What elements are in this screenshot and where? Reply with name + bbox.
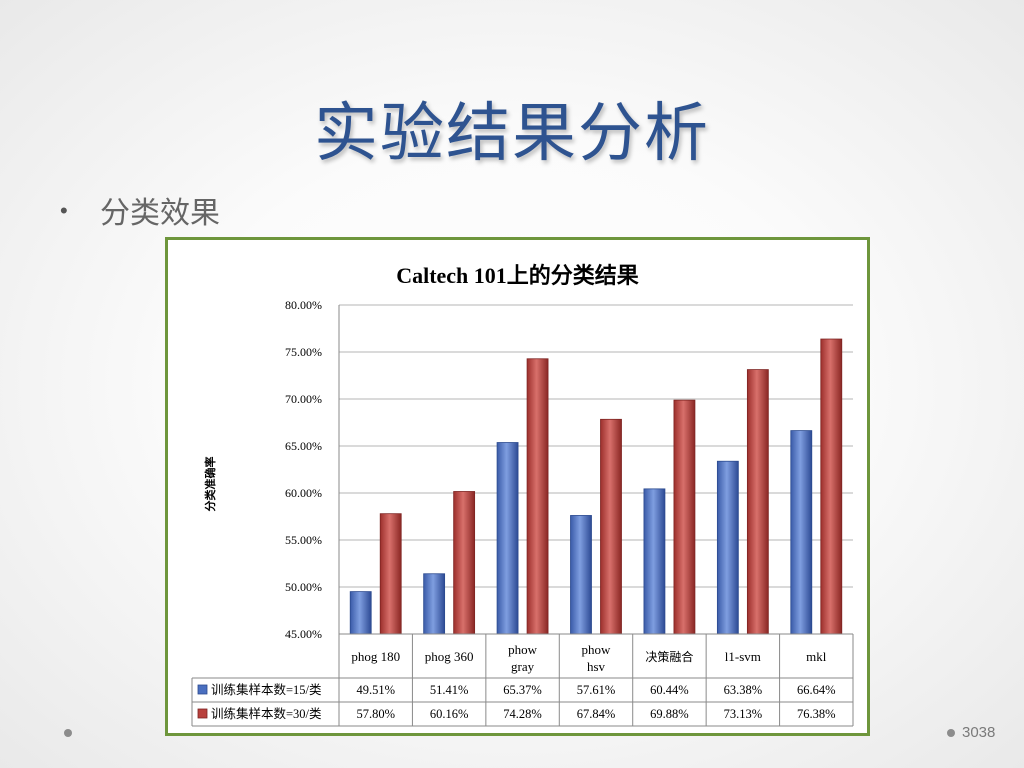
legend-key-series-2 <box>197 708 208 719</box>
bar-series-2 <box>820 338 843 635</box>
category-label: phow <box>582 642 612 657</box>
bullet-text: 分类效果 <box>100 196 220 231</box>
bar-series-2 <box>453 491 476 635</box>
bar-series-1 <box>423 573 446 635</box>
category-label: gray <box>511 659 535 674</box>
y-tick-label: 70.00% <box>285 392 322 406</box>
y-tick-label: 60.00% <box>285 486 322 500</box>
table-value: 60.44% <box>650 683 689 697</box>
table-value: 73.13% <box>724 707 763 721</box>
decorative-dot-right <box>947 729 955 737</box>
y-tick-label: 55.00% <box>285 533 322 547</box>
y-tick-label: 45.00% <box>285 627 322 641</box>
slide-title: 实验结果分析 <box>314 97 710 171</box>
bar-series-1 <box>790 430 813 635</box>
table-value: 57.80% <box>356 707 395 721</box>
category-label: mkl <box>806 649 827 664</box>
bullet-marker: • <box>60 198 68 223</box>
y-tick-label: 65.00% <box>285 439 322 453</box>
bar-series-2 <box>600 418 622 635</box>
table-value: 76.38% <box>797 707 836 721</box>
bar-series-2 <box>379 513 402 635</box>
bar-series-1 <box>716 460 739 635</box>
table-value: 60.16% <box>430 707 469 721</box>
bar-series-2 <box>526 358 549 635</box>
legend-key-series-1 <box>197 684 208 695</box>
table-value: 69.88% <box>650 707 689 721</box>
y-tick-label: 50.00% <box>285 580 322 594</box>
bar-series-2 <box>746 369 769 635</box>
category-label: hsv <box>587 659 606 674</box>
bar-chart: 45.00% 50.00% 55.00% 60.00% 65.00% 70.00% 75.0… <box>191 298 854 727</box>
table-value: 57.61% <box>577 683 616 697</box>
decorative-dot-left <box>64 729 72 737</box>
table-value: 65.37% <box>503 683 542 697</box>
bar-series-1 <box>349 591 372 635</box>
category-label: 决策融合 <box>645 649 693 664</box>
bar-series-1 <box>496 442 519 635</box>
y-tick-label: 75.00% <box>285 345 322 359</box>
bar-series-2 <box>673 399 696 635</box>
bar-series-1 <box>643 488 666 635</box>
category-label: phow <box>508 642 537 657</box>
table-value: 66.64% <box>797 683 836 697</box>
table-value: 67.84% <box>577 707 616 721</box>
table-value: 63.38% <box>724 683 763 697</box>
slide-number: 3038 <box>962 724 996 741</box>
category-label: phog 360 <box>425 649 474 664</box>
chart-frame: 45.00% 50.00% 55.00% 60.00% 65.00% 70.00% 75.0… <box>165 237 870 736</box>
y-axis-label: 分类准确率 <box>204 456 217 512</box>
bar-series-1 <box>570 515 592 635</box>
category-label: l1-svm <box>725 649 761 664</box>
table-value: 51.41% <box>430 683 469 697</box>
category-label: phog 180 <box>351 649 400 664</box>
legend-label: 训练集样本数=30/类 <box>211 706 322 721</box>
y-tick-label: 80.00% <box>285 298 322 312</box>
chart-title: Caltech 101上的分类结果 <box>396 263 639 288</box>
table-value: 74.28% <box>503 707 542 721</box>
legend-label: 训练集样本数=15/类 <box>211 682 322 697</box>
table-value: 49.51% <box>356 683 395 697</box>
